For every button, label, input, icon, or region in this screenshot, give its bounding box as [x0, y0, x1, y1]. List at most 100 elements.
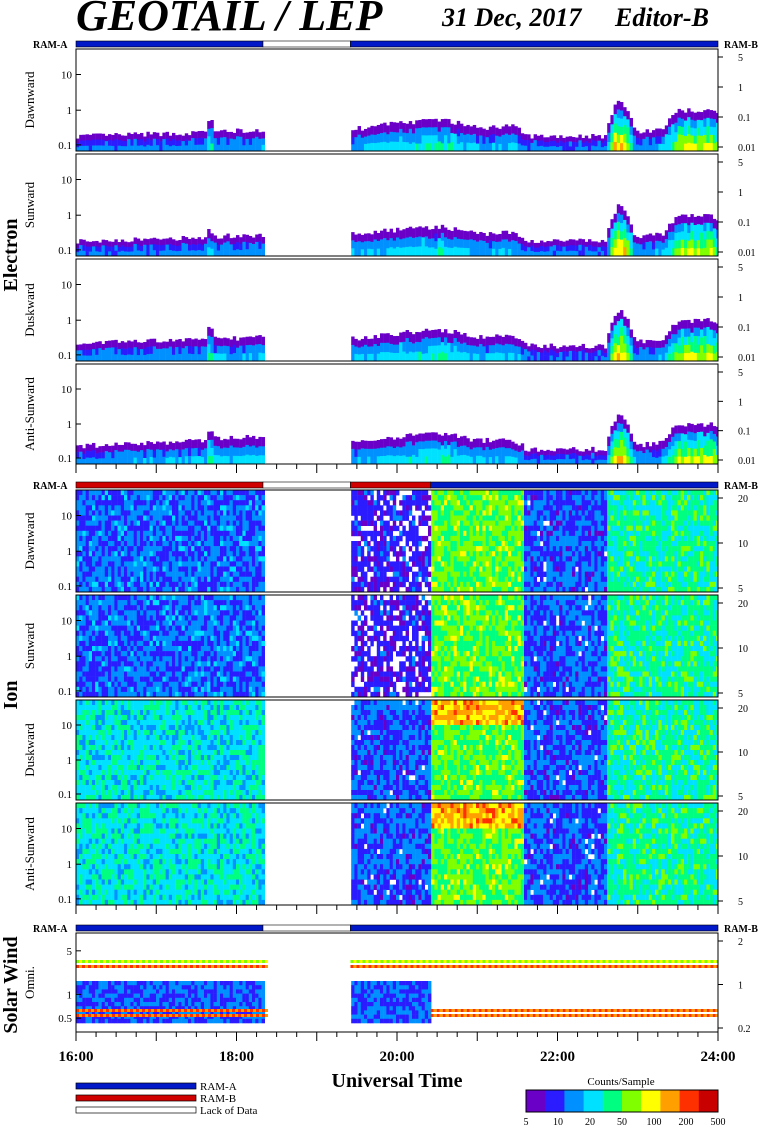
ion-cell — [431, 546, 435, 552]
electron-cell — [504, 455, 509, 464]
ion-cell — [424, 571, 429, 577]
electron-cell — [645, 136, 649, 145]
ion-cell — [591, 505, 595, 511]
electron-cell — [146, 456, 150, 464]
electron-cell — [680, 142, 685, 151]
electron-cell — [700, 439, 704, 448]
ion-cell — [165, 530, 169, 537]
electron-cell — [108, 145, 112, 151]
ion-cell — [76, 495, 80, 501]
electron-cell — [549, 145, 553, 151]
ion-cell — [101, 500, 105, 506]
ion-cell — [101, 541, 105, 547]
electron-cell — [162, 456, 166, 464]
electron-cell — [252, 243, 256, 251]
ion-cell — [546, 586, 550, 592]
electron-cell — [668, 434, 672, 442]
electron-cell — [684, 433, 688, 442]
ion-cell — [79, 490, 83, 496]
ion-cell — [517, 556, 521, 562]
electron-cell — [133, 443, 137, 451]
ion-cell — [95, 551, 99, 557]
panel-frame — [75, 153, 719, 257]
electron-cell — [184, 353, 189, 361]
ion-cell — [421, 561, 425, 567]
electron-cell — [120, 245, 125, 251]
electron-cell — [447, 444, 451, 455]
electron-cell — [453, 337, 457, 346]
ion-cell — [127, 551, 131, 557]
ion-cell — [242, 571, 246, 577]
ion-cell — [92, 495, 96, 501]
electron-cell — [399, 136, 403, 144]
electron-cell — [149, 442, 153, 450]
ion-cell — [114, 510, 118, 516]
electron-cell — [661, 249, 665, 256]
ion-cell — [373, 530, 377, 537]
ion-cell — [152, 561, 157, 567]
electron-cell — [588, 450, 592, 456]
ion-cell — [168, 535, 173, 542]
ion-cell — [549, 561, 553, 567]
electron-cell — [572, 250, 576, 256]
ion-cell — [572, 571, 576, 577]
electron-cell — [405, 353, 409, 361]
electron-cell — [616, 422, 621, 432]
electron-cell — [261, 344, 265, 354]
ion-cell — [220, 495, 224, 501]
electron-cell — [114, 139, 118, 146]
figure-title: GEOTAIL / LEP — [76, 0, 384, 40]
electron-cell — [101, 355, 105, 361]
ion-cell — [127, 500, 131, 506]
electron-cell — [415, 341, 419, 352]
electron-cell — [658, 240, 662, 249]
ion-cell — [101, 561, 105, 567]
electron-cell — [572, 141, 576, 147]
ion-cell — [92, 581, 96, 588]
ion-cell — [191, 500, 195, 506]
electron-cell — [632, 337, 637, 346]
electron-cell — [703, 327, 707, 337]
ion-cell — [184, 586, 189, 592]
ion-cell — [456, 546, 461, 552]
electron-cell — [143, 136, 147, 142]
electron-cell — [533, 145, 537, 151]
ion-cell — [197, 571, 201, 577]
ion-cell — [546, 556, 550, 562]
ion-cell — [530, 495, 534, 501]
ion-cell — [588, 576, 592, 583]
electron-cell — [498, 438, 502, 448]
electron-cell — [581, 455, 585, 461]
ion-cell — [533, 525, 537, 532]
ion-cell — [101, 525, 105, 532]
ion-cell — [248, 490, 253, 496]
ion-cell — [456, 520, 461, 526]
electron-cell — [104, 450, 109, 458]
electron-cell — [248, 131, 253, 139]
ion-cell — [165, 576, 169, 583]
electron-cell — [434, 126, 438, 136]
ion-cell — [117, 556, 121, 562]
electron-cell — [661, 136, 665, 145]
electron-cell — [607, 123, 611, 133]
electron-cell — [623, 352, 627, 361]
ion-cell — [434, 490, 438, 496]
electron-cell — [511, 231, 515, 241]
electron-cell — [440, 454, 445, 464]
electron-cell — [120, 444, 125, 452]
electron-cell — [639, 139, 643, 146]
ion-cell — [216, 520, 221, 526]
electron-cell — [447, 143, 451, 151]
ion-cell — [392, 505, 397, 511]
electron-cell — [712, 228, 717, 238]
section-ion: RAM-A RAM-BIon0.111051020Dawnward0.111051… — [0, 481, 758, 914]
ion-cell — [101, 566, 105, 572]
electron-cell — [216, 238, 221, 245]
ion-cell — [408, 495, 413, 501]
electron-cell — [680, 247, 685, 256]
electron-cell — [664, 247, 669, 256]
electron-cell — [120, 451, 125, 458]
ion-cell — [469, 556, 473, 562]
electron-cell — [466, 455, 470, 464]
electron-cell — [684, 456, 688, 464]
